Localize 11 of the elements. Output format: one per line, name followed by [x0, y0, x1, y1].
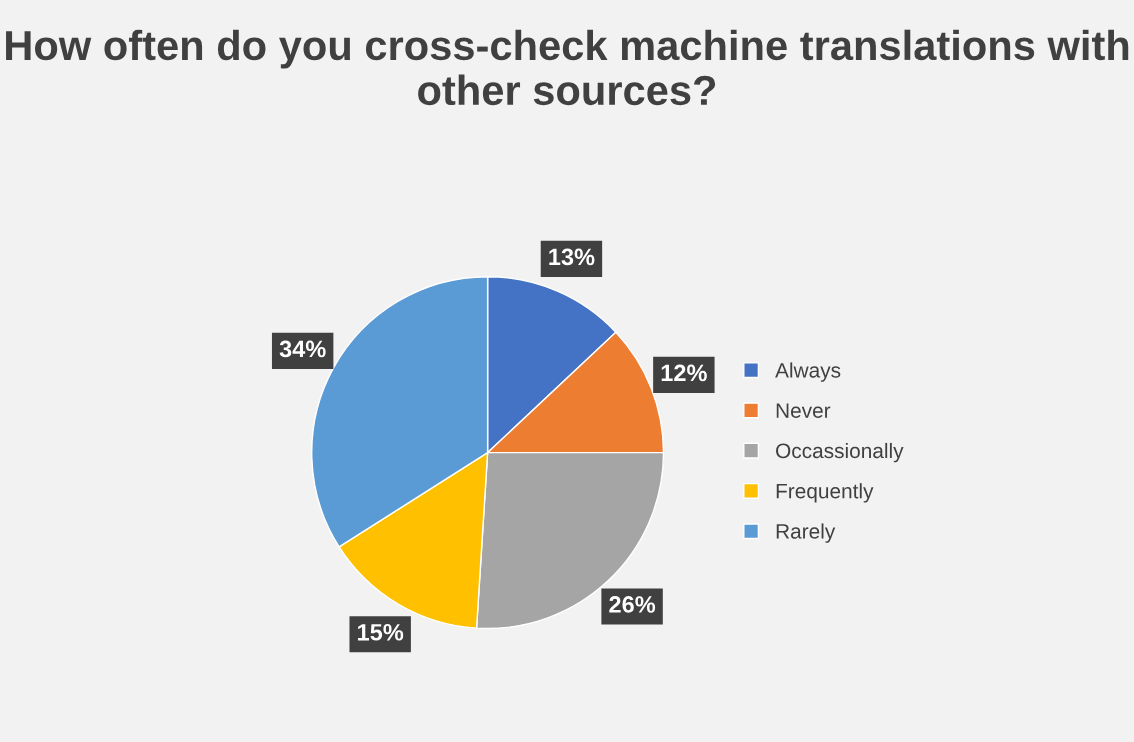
data-label: 13% — [549, 248, 595, 266]
data-label: 34% — [279, 340, 326, 358]
legend-label: Rarely — [776, 523, 836, 543]
data-label: 26% — [609, 596, 656, 613]
data-label: 15% — [358, 623, 404, 641]
legend-label: Frequently — [776, 483, 874, 503]
chart-title: How often do you cross-check machine translations with other sources? — [6, 29, 1129, 106]
legend-label: Always — [775, 362, 841, 382]
legend-label: Never — [776, 403, 831, 418]
legend-label: Occassionally — [776, 442, 904, 463]
data-label: 12% — [661, 364, 707, 382]
